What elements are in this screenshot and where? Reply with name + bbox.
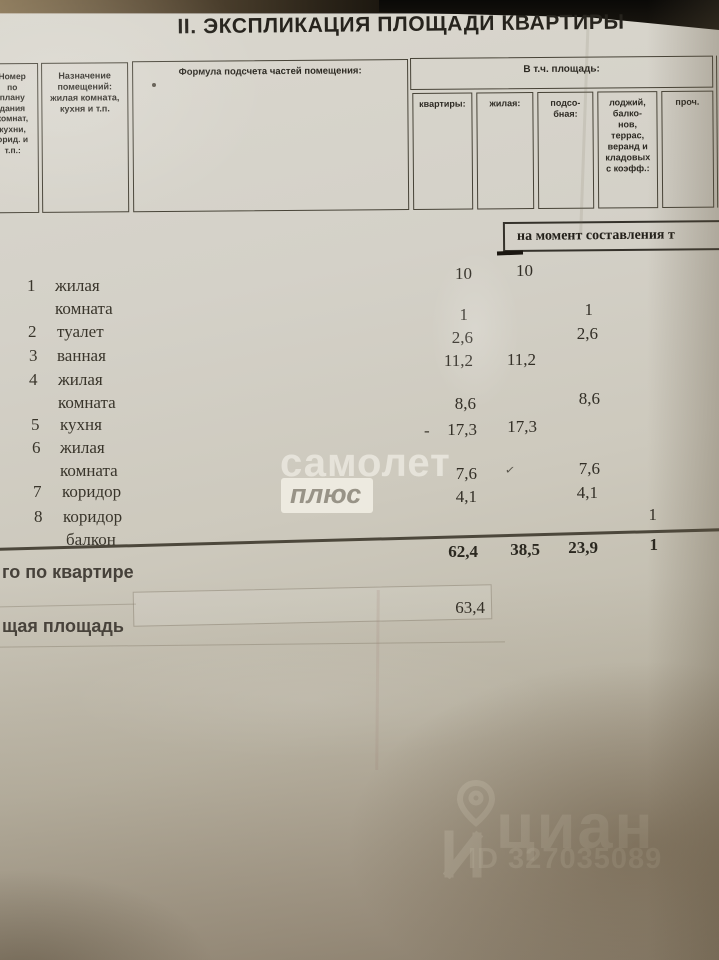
header-edge-line <box>716 55 719 208</box>
ink-smudge <box>496 250 524 256</box>
cell-flat: 10 <box>455 264 472 283</box>
row-label: коридор <box>62 482 122 501</box>
total-flat: 62,4 <box>448 542 478 561</box>
row-label: ванная <box>57 346 106 365</box>
row-label: коридор <box>63 507 123 526</box>
cell-flat: 2,6 <box>451 328 473 347</box>
header-living-col: жилая: <box>476 92 535 210</box>
row-number: 4 <box>29 370 38 389</box>
row-number: 6 <box>32 438 41 457</box>
cell-flat: 1 <box>459 305 469 324</box>
explication-table-header: Номер по плану дания комнат, кухни, орид… <box>0 53 719 217</box>
total-loggia: 1 <box>649 535 659 554</box>
faint-line <box>0 603 136 608</box>
cell-utility: 8,6 <box>578 389 600 408</box>
header-other-col: проч. <box>661 90 715 209</box>
faint-line <box>0 641 505 648</box>
cian-watermark: циан <box>496 792 655 862</box>
row-number: 2 <box>28 322 37 341</box>
row-label: жилая комната <box>55 276 113 318</box>
total-living: 38,5 <box>510 540 540 559</box>
ink-dot <box>152 83 156 87</box>
total-area-value: 63,4 <box>455 598 485 617</box>
header-number-col: Номер по плану дания комнат, кухни, орид… <box>0 62 40 214</box>
row-label: туалет <box>57 322 104 341</box>
row-number: 5 <box>31 415 40 434</box>
header-loggia-col: лоджий, балко- нов, террас, веранд и кла… <box>597 91 659 209</box>
moment-banner: на момент составления т <box>502 219 719 253</box>
total-per-flat-label: го по квартире <box>2 562 134 582</box>
cell-living: 10 <box>516 261 533 280</box>
row-label: кухня <box>60 415 102 434</box>
cell-flat: 17,3 <box>447 420 477 439</box>
cell-living: 17,3 <box>507 417 537 436</box>
cell-loggia: 1 <box>648 505 658 524</box>
header-flat-col: квартиры: <box>412 92 474 210</box>
document-title: II. ЭКСПЛИКАЦИЯ ПЛОЩАДИ КВАРТИРЫ <box>177 10 625 39</box>
paper-highlight <box>60 640 560 760</box>
pen-tick-mark: ✓ <box>504 462 517 478</box>
header-utility-col: подсо- бная: <box>537 91 595 210</box>
row-number: 8 <box>34 507 43 526</box>
header-area-group: В т.ч. площадь: <box>410 55 714 91</box>
header-purpose-col: Назначение помещений: жилая комната, кух… <box>41 62 130 213</box>
cell-flat: 8,6 <box>454 394 476 413</box>
pen-dash-mark: - <box>424 421 430 440</box>
row-number: 7 <box>33 482 42 501</box>
header-formula-col: Формула подсчета частей помещения: <box>132 59 410 213</box>
total-area-box <box>132 584 493 627</box>
cell-utility: 1 <box>584 300 594 319</box>
samolet-plus-badge: плюс <box>281 478 374 513</box>
row-number: 3 <box>29 346 38 365</box>
cell-flat: 7,6 <box>455 464 477 483</box>
cell-utility: 7,6 <box>578 459 600 478</box>
cell-utility: 4,1 <box>576 483 598 502</box>
cell-flat: 4,1 <box>455 487 477 506</box>
total-area-label: щая площадь <box>2 616 124 636</box>
row-label: жилая комната <box>58 370 116 412</box>
cian-pin-icon <box>443 779 495 879</box>
row-label: жилая комната <box>60 438 118 480</box>
cian-id-watermark: ID 327035089 <box>468 843 663 875</box>
samolet-watermark: самолет <box>280 441 451 485</box>
row-number: 1 <box>27 276 36 295</box>
cell-flat: 11,2 <box>443 351 473 370</box>
cell-utility: 2,6 <box>576 324 598 343</box>
cell-living: 11,2 <box>506 350 536 369</box>
total-utility: 23,9 <box>568 538 598 557</box>
